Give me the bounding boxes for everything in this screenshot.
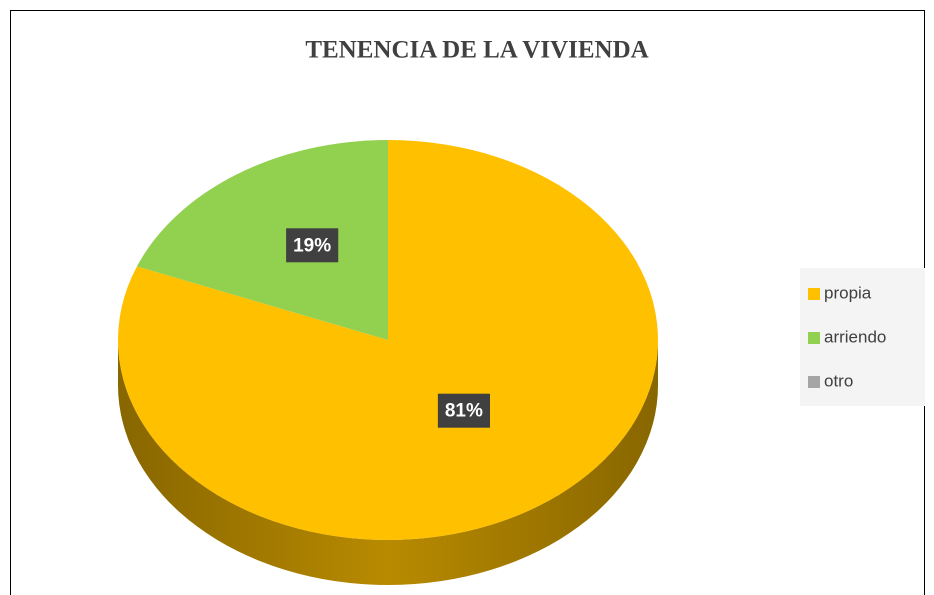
value-label: 19% xyxy=(286,228,339,263)
legend-swatch xyxy=(808,332,820,344)
legend-box xyxy=(800,268,925,406)
chart-title: TENENCIA DE LA VIVIENDA xyxy=(305,37,648,64)
legend-swatch xyxy=(808,288,820,300)
value-label-box xyxy=(286,228,339,263)
legend-swatch xyxy=(808,376,820,388)
value-label-text: 81% xyxy=(445,401,483,422)
value-label-text: 19% xyxy=(293,235,331,256)
legend-label: propia xyxy=(824,283,872,302)
legend-label: arriendo xyxy=(824,327,886,346)
slice xyxy=(136,140,388,340)
value-label-box xyxy=(437,393,490,428)
value-label: 81% xyxy=(437,393,490,428)
legend-label: otro xyxy=(824,371,853,390)
side-shade xyxy=(118,340,658,585)
